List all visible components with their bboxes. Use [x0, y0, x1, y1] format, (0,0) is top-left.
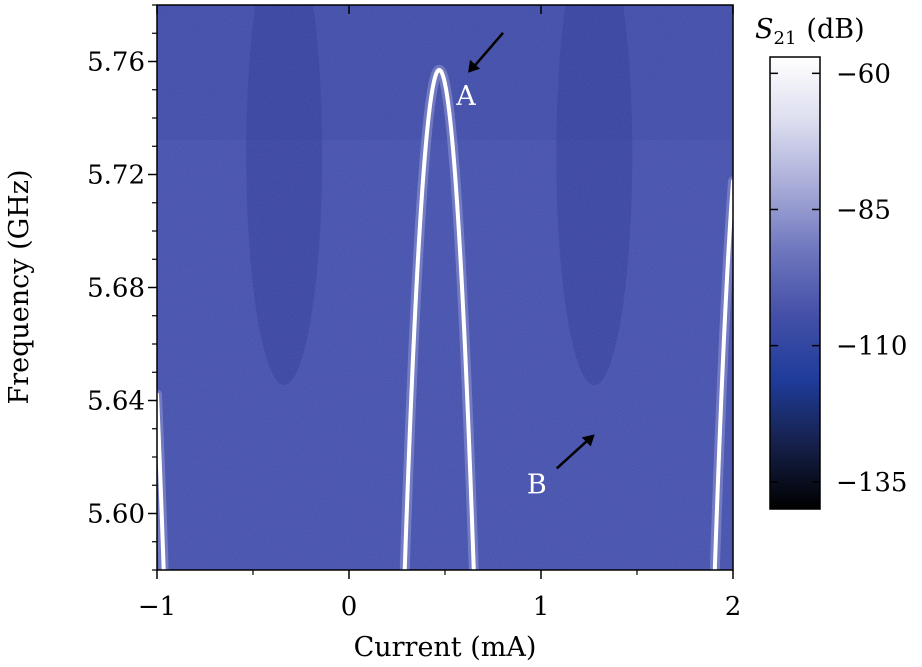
annotation-b-label: B [527, 469, 547, 500]
arrow-b-shaft [555, 437, 591, 470]
y-tick-label: 5.72 [87, 161, 145, 191]
y-tick-label: 5.64 [87, 387, 145, 417]
colorbar-label: S21 (dB) [755, 14, 865, 49]
arrow-b-head [581, 434, 595, 447]
colorbar-tick-label: −110 [836, 332, 907, 362]
resonance-line [402, 67, 476, 570]
colorbar-tick-label: −60 [836, 59, 891, 89]
colorbar-label-main: S [755, 14, 774, 45]
y-axis-label: Frequency (GHz) [4, 169, 35, 404]
colorbar-tick-label: −135 [836, 468, 907, 498]
x-axis-label: Current (mA) [354, 632, 537, 663]
x-tick-label: 2 [725, 592, 742, 622]
x-axis: −1 0 1 2 [138, 5, 741, 622]
annotations: AB [455, 31, 595, 500]
y-tick-label: 5.60 [87, 500, 145, 530]
colorbar-label-unit: (dB) [806, 14, 864, 45]
colorbar: −60 −85 −110 −135 S21 (dB) [755, 14, 907, 510]
heatmap-plot [157, 5, 733, 570]
colorbar-label-sub: 21 [774, 28, 797, 49]
resonance-line [157, 392, 166, 570]
arrow-a-shaft [471, 31, 504, 70]
x-tick-label: −1 [138, 592, 176, 622]
colorbar-frame [769, 56, 821, 510]
annotation-a-label: A [455, 81, 476, 112]
noise-texture [157, 5, 733, 570]
resonance-curve [157, 64, 733, 570]
colorbar-ticks: −60 −85 −110 −135 [770, 59, 907, 498]
y-axis: 5.60 5.64 5.68 5.72 5.76 [87, 4, 157, 571]
resonance-line [712, 179, 733, 570]
arrow-a-head [468, 59, 481, 73]
x-tick-label: 0 [341, 592, 358, 622]
x-tick-label: 1 [533, 592, 550, 622]
y-tick-label: 5.68 [87, 274, 145, 304]
colorbar-fill [770, 57, 820, 509]
colorbar-tick-label: −85 [836, 195, 891, 225]
y-tick-label: 5.76 [87, 48, 145, 78]
